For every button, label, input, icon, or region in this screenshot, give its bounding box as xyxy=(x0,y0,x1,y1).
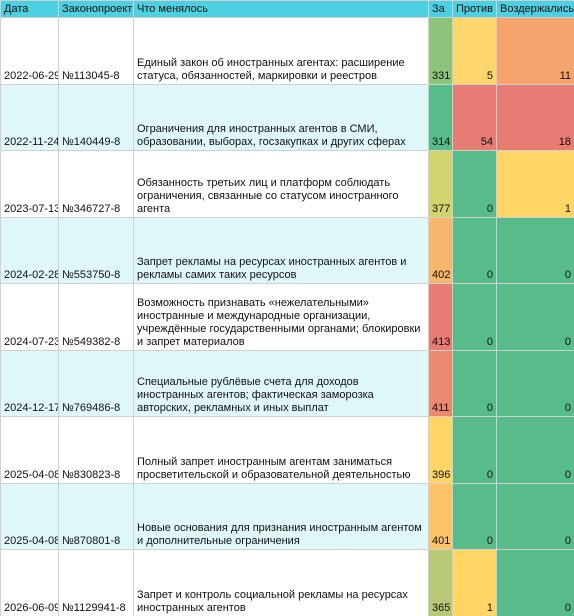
table-cell: 365 xyxy=(428,549,453,616)
table-cell: 396 xyxy=(428,416,453,484)
table-cell: 2024-02-28 xyxy=(0,216,59,284)
table-row: 2023-07-13 №346727-8 Обязанность третьих л… xyxy=(0,150,574,218)
table-cell: Специальные рублёвые счета для доходов и… xyxy=(133,349,429,417)
table-cell: №1129941-8 xyxy=(58,549,134,616)
table-cell: 0 xyxy=(496,416,574,484)
table-row: 2022-06-29 №113045-8 Единый закон об иност… xyxy=(0,17,574,85)
header-row: Дата Законопроект Что менялось За Против Возд… xyxy=(0,0,574,18)
table-cell: 54 xyxy=(452,83,497,151)
table-cell: 5 xyxy=(452,17,497,85)
table-cell: №830823-8 xyxy=(58,416,134,484)
table-cell: Единый закон об иностранных агентах: рас… xyxy=(133,17,429,85)
table-cell: Ограничения для иностранных агентов в СМ… xyxy=(133,83,429,151)
table-cell: №113045-8 xyxy=(58,17,134,85)
table-cell: 0 xyxy=(496,216,574,284)
table-cell: 2024-07-23 xyxy=(0,283,59,351)
table-cell: №346727-8 xyxy=(58,150,134,218)
header-cell: Дата xyxy=(0,0,59,18)
table-cell: №870801-8 xyxy=(58,482,134,550)
table-cell: Полный запрет иностранным агентам занима… xyxy=(133,416,429,484)
table-cell: 0 xyxy=(452,482,497,550)
table-cell: 0 xyxy=(452,416,497,484)
table-cell: 413 xyxy=(428,283,453,351)
table-cell: 0 xyxy=(452,216,497,284)
table-row: 2022-11-24 №140449-8 Ограничения для иност… xyxy=(0,83,574,151)
table-cell: 0 xyxy=(452,349,497,417)
table-row: 2024-12-17 №769486-8 Специальные рублёвые … xyxy=(0,349,574,417)
table-cell: 402 xyxy=(428,216,453,284)
table-cell: Запрет рекламы на ресурсах иностранных а… xyxy=(133,216,429,284)
table-row: 2024-02-28 №553750-8 Запрет рекламы на рес… xyxy=(0,216,574,284)
table-cell: 0 xyxy=(496,283,574,351)
table-cell: 1 xyxy=(452,549,497,616)
table-cell: №769486-8 xyxy=(58,349,134,417)
header-cell: Против xyxy=(452,0,497,18)
header-cell: Воздержались xyxy=(496,0,574,18)
header-cell: Законопроект xyxy=(58,0,134,18)
table-cell: №549382-8 xyxy=(58,283,134,351)
table-cell: 2025-04-08 xyxy=(0,482,59,550)
table-cell: 314 xyxy=(428,83,453,151)
table-cell: 2022-11-24 xyxy=(0,83,59,151)
table-cell: №553750-8 xyxy=(58,216,134,284)
table-cell: 18 xyxy=(496,83,574,151)
table-row: 2026-06-09 №1129941-8 Запрет и контроль со… xyxy=(0,549,574,616)
table-cell: Новые основания для признания иностранны… xyxy=(133,482,429,550)
table-cell: 0 xyxy=(452,283,497,351)
table-cell: 377 xyxy=(428,150,453,218)
table-cell: 11 xyxy=(496,17,574,85)
table-cell: 2023-07-13 xyxy=(0,150,59,218)
table-cell: 0 xyxy=(452,150,497,218)
table-cell: 2022-06-29 xyxy=(0,17,59,85)
table-cell: 401 xyxy=(428,482,453,550)
table-cell: 0 xyxy=(496,549,574,616)
table-cell: 2024-12-17 xyxy=(0,349,59,417)
table-cell: Обязанность третьих лиц и платформ соблю… xyxy=(133,150,429,218)
table-cell: Возможность признавать «нежелательными» … xyxy=(133,283,429,351)
table-cell: Запрет и контроль социальной рекламы на … xyxy=(133,549,429,616)
table-cell: 1 xyxy=(496,150,574,218)
table-cell: №140449-8 xyxy=(58,83,134,151)
table-cell: 331 xyxy=(428,17,453,85)
table-cell: 2026-06-09 xyxy=(0,549,59,616)
table-cell: 0 xyxy=(496,349,574,417)
table-cell: 411 xyxy=(428,349,453,417)
table-cell: 0 xyxy=(496,482,574,550)
header-cell: Что менялось xyxy=(133,0,429,18)
table-row: 2025-04-08 №870801-8 Новые основания для п… xyxy=(0,482,574,550)
header-cell: За xyxy=(428,0,453,18)
table-cell: 2025-04-08 xyxy=(0,416,59,484)
table-row: 2024-07-23 №549382-8 Возможность признават… xyxy=(0,283,574,351)
table-row: 2025-04-08 №830823-8 Полный запрет иностра… xyxy=(0,416,574,484)
